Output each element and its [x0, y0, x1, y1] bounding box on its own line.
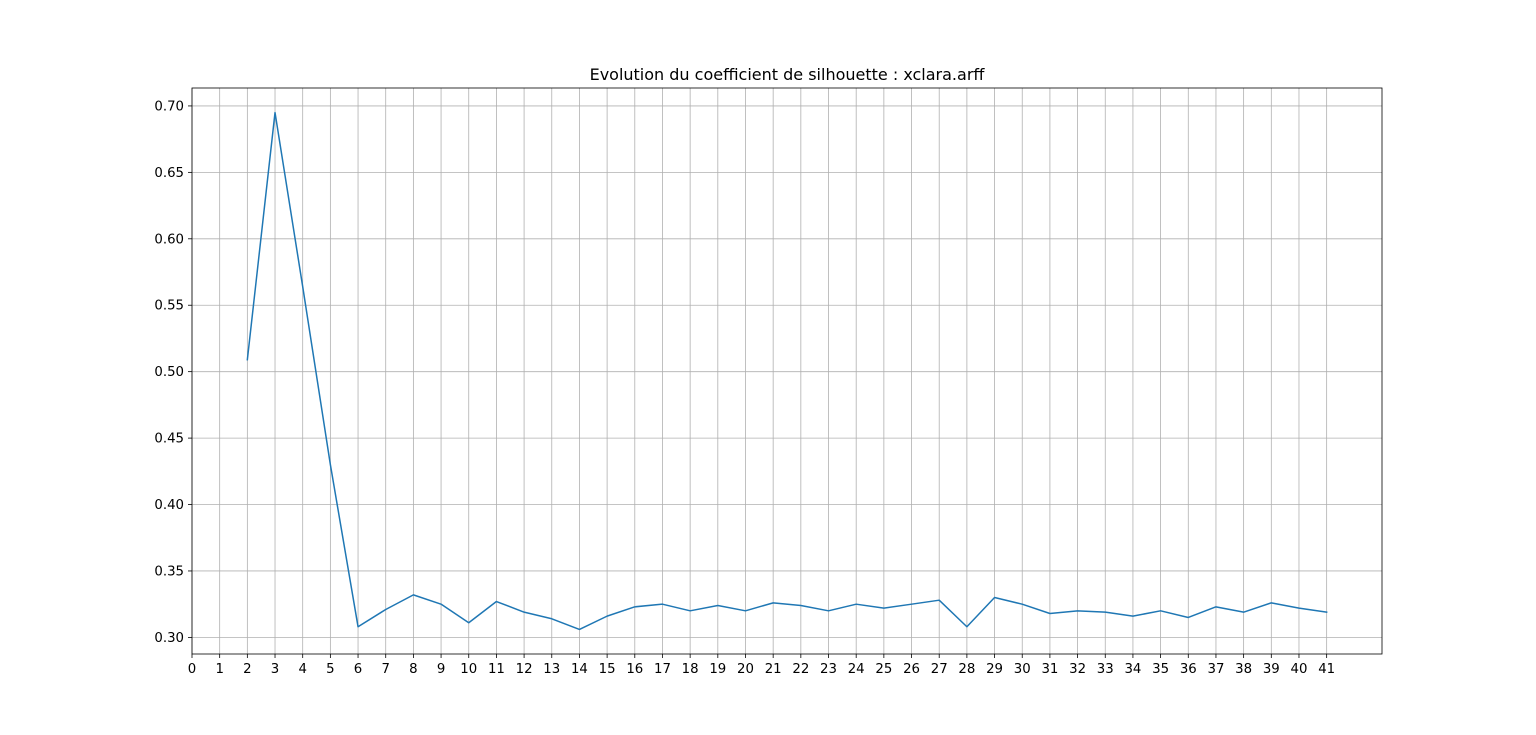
x-tick-label: 28	[958, 662, 975, 677]
x-tick-label: 6	[354, 662, 362, 677]
x-tick-label: 21	[765, 662, 782, 677]
y-tick-label: 0.30	[154, 631, 184, 646]
x-tick-label: 5	[326, 662, 334, 677]
x-tick-label: 2	[243, 662, 251, 677]
series-layer	[246, 111, 1328, 631]
x-tick-label: 16	[626, 662, 643, 677]
x-tick-label: 32	[1069, 662, 1086, 677]
x-tick-label: 25	[875, 662, 892, 677]
x-tick-label: 23	[820, 662, 837, 677]
x-tick-label: 11	[488, 662, 505, 677]
x-tick-label: 37	[1207, 662, 1224, 677]
y-tick-label: 0.40	[154, 498, 184, 513]
x-tick-label: 41	[1318, 662, 1335, 677]
x-tick-label: 24	[848, 662, 865, 677]
x-tick-label: 12	[516, 662, 533, 677]
x-tick-label: 7	[381, 662, 389, 677]
series-line	[246, 111, 1328, 631]
x-tick-label: 26	[903, 662, 920, 677]
x-tick-label: 18	[682, 662, 699, 677]
x-tick-label: 36	[1180, 662, 1197, 677]
x-tick-label: 14	[571, 662, 588, 677]
x-tick-label: 33	[1097, 662, 1114, 677]
x-tick-label: 13	[543, 662, 560, 677]
x-tick-label: 15	[599, 662, 616, 677]
y-tick-label: 0.35	[154, 564, 184, 579]
y-tick-label: 0.45	[154, 432, 184, 447]
x-tick-label: 39	[1263, 662, 1280, 677]
x-tick-label: 34	[1124, 662, 1141, 677]
grid	[191, 88, 1382, 654]
x-tick-label: 30	[1014, 662, 1031, 677]
x-tick-label: 31	[1041, 662, 1058, 677]
x-tick-label: 0	[188, 662, 196, 677]
x-tick-label: 40	[1291, 662, 1308, 677]
x-tick-label: 17	[654, 662, 671, 677]
x-tick-label: 1	[215, 662, 223, 677]
y-tick-label: 0.55	[154, 299, 184, 314]
y-tick-label: 0.70	[154, 99, 184, 114]
x-tick-label: 27	[931, 662, 948, 677]
axes-frame	[191, 87, 1383, 655]
x-tick-label: 8	[409, 662, 417, 677]
x-tick-label: 3	[271, 662, 279, 677]
x-tick-label: 9	[437, 662, 445, 677]
x-tick-label: 4	[298, 662, 306, 677]
plot-area-background	[192, 88, 1382, 654]
x-tick-label: 38	[1235, 662, 1252, 677]
y-tick-label: 0.65	[154, 166, 184, 181]
x-tick-label: 19	[709, 662, 726, 677]
ticks: 0 1 2 3 4 5 6 7 8 9 10 11 12 13 14 15 16 17 18 19 20 21 22 23 24…	[154, 99, 1335, 677]
x-tick-label: 29	[986, 662, 1003, 677]
chart-title: Evolution du coefficient de silhouette :…	[590, 65, 986, 84]
x-tick-label: 20	[737, 662, 754, 677]
y-tick-label: 0.60	[154, 232, 184, 247]
y-tick-label: 0.50	[154, 365, 184, 380]
x-tick-label: 10	[460, 662, 477, 677]
x-tick-label: 22	[792, 662, 809, 677]
x-tick-label: 35	[1152, 662, 1169, 677]
